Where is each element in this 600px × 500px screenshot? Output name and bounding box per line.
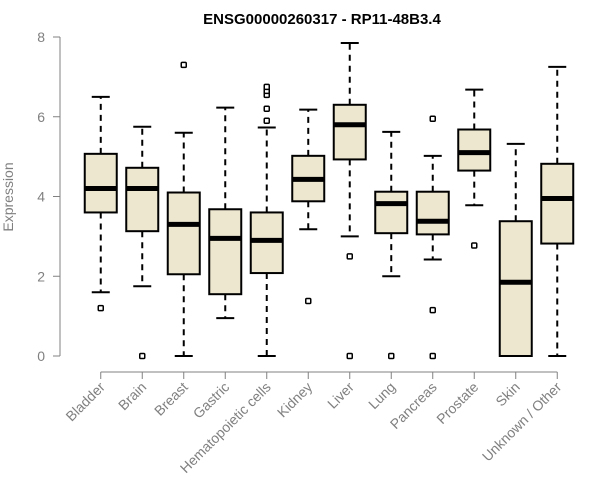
iqr-box xyxy=(332,103,367,161)
iqr-box xyxy=(415,190,450,236)
x-tick-label: Brain xyxy=(115,379,149,413)
box-hematopoietic-cells xyxy=(249,83,284,357)
y-tick-label: 0 xyxy=(37,348,45,364)
box-liver xyxy=(332,41,367,360)
iqr-box xyxy=(374,190,409,235)
iqr-box xyxy=(540,162,575,245)
outlier-point xyxy=(429,115,436,122)
outlier-point xyxy=(388,352,395,360)
outlier-point xyxy=(429,352,436,360)
iqr-box xyxy=(457,128,492,172)
x-tick-label: Breast xyxy=(151,379,191,419)
outlier-point xyxy=(346,352,353,360)
y-tick-label: 4 xyxy=(37,189,45,205)
box-breast xyxy=(166,61,201,357)
chart-title: ENSG00000260317 - RP11-48B3.4 xyxy=(203,11,441,28)
x-tick-label: Unknown / Other xyxy=(479,379,565,465)
box-bladder xyxy=(83,95,118,312)
y-axis-label: Expression xyxy=(0,162,16,231)
outlier-point xyxy=(263,105,270,113)
x-tick-label: Bladder xyxy=(62,379,108,425)
y-tick-label: 8 xyxy=(37,29,45,45)
outlier-point xyxy=(97,304,104,312)
iqr-box xyxy=(83,152,118,214)
iqr-box xyxy=(208,208,243,296)
y-tick-label: 6 xyxy=(37,109,45,125)
x-tick-label: Skin xyxy=(492,379,523,410)
outlier-point xyxy=(139,352,146,360)
iqr-box xyxy=(125,166,160,233)
outlier-point xyxy=(429,306,436,314)
x-tick-label: Kidney xyxy=(274,379,316,421)
outlier-point xyxy=(263,117,270,124)
box-kidney xyxy=(291,108,326,305)
x-tick-label: Lung xyxy=(365,379,398,412)
outlier-point xyxy=(263,83,270,91)
y-axis: 0 2 4 6 8 xyxy=(37,29,61,364)
box-unknown-other xyxy=(540,65,575,357)
outlier-point xyxy=(346,253,353,260)
iqr-box xyxy=(166,191,201,276)
box-brain xyxy=(125,125,160,360)
box-gastric xyxy=(208,106,243,320)
box-group xyxy=(83,41,575,360)
outlier-point xyxy=(305,297,312,305)
y-tick-label: 2 xyxy=(37,268,45,284)
outlier-point xyxy=(471,242,478,249)
box-pancreas xyxy=(415,115,450,360)
box-prostate xyxy=(457,88,492,249)
outlier-point xyxy=(180,61,187,69)
iqr-box xyxy=(498,220,533,357)
box-lung xyxy=(374,130,409,360)
x-tick-label: Prostate xyxy=(433,379,481,427)
box-skin xyxy=(498,142,533,357)
x-tick-label: Liver xyxy=(324,379,357,412)
